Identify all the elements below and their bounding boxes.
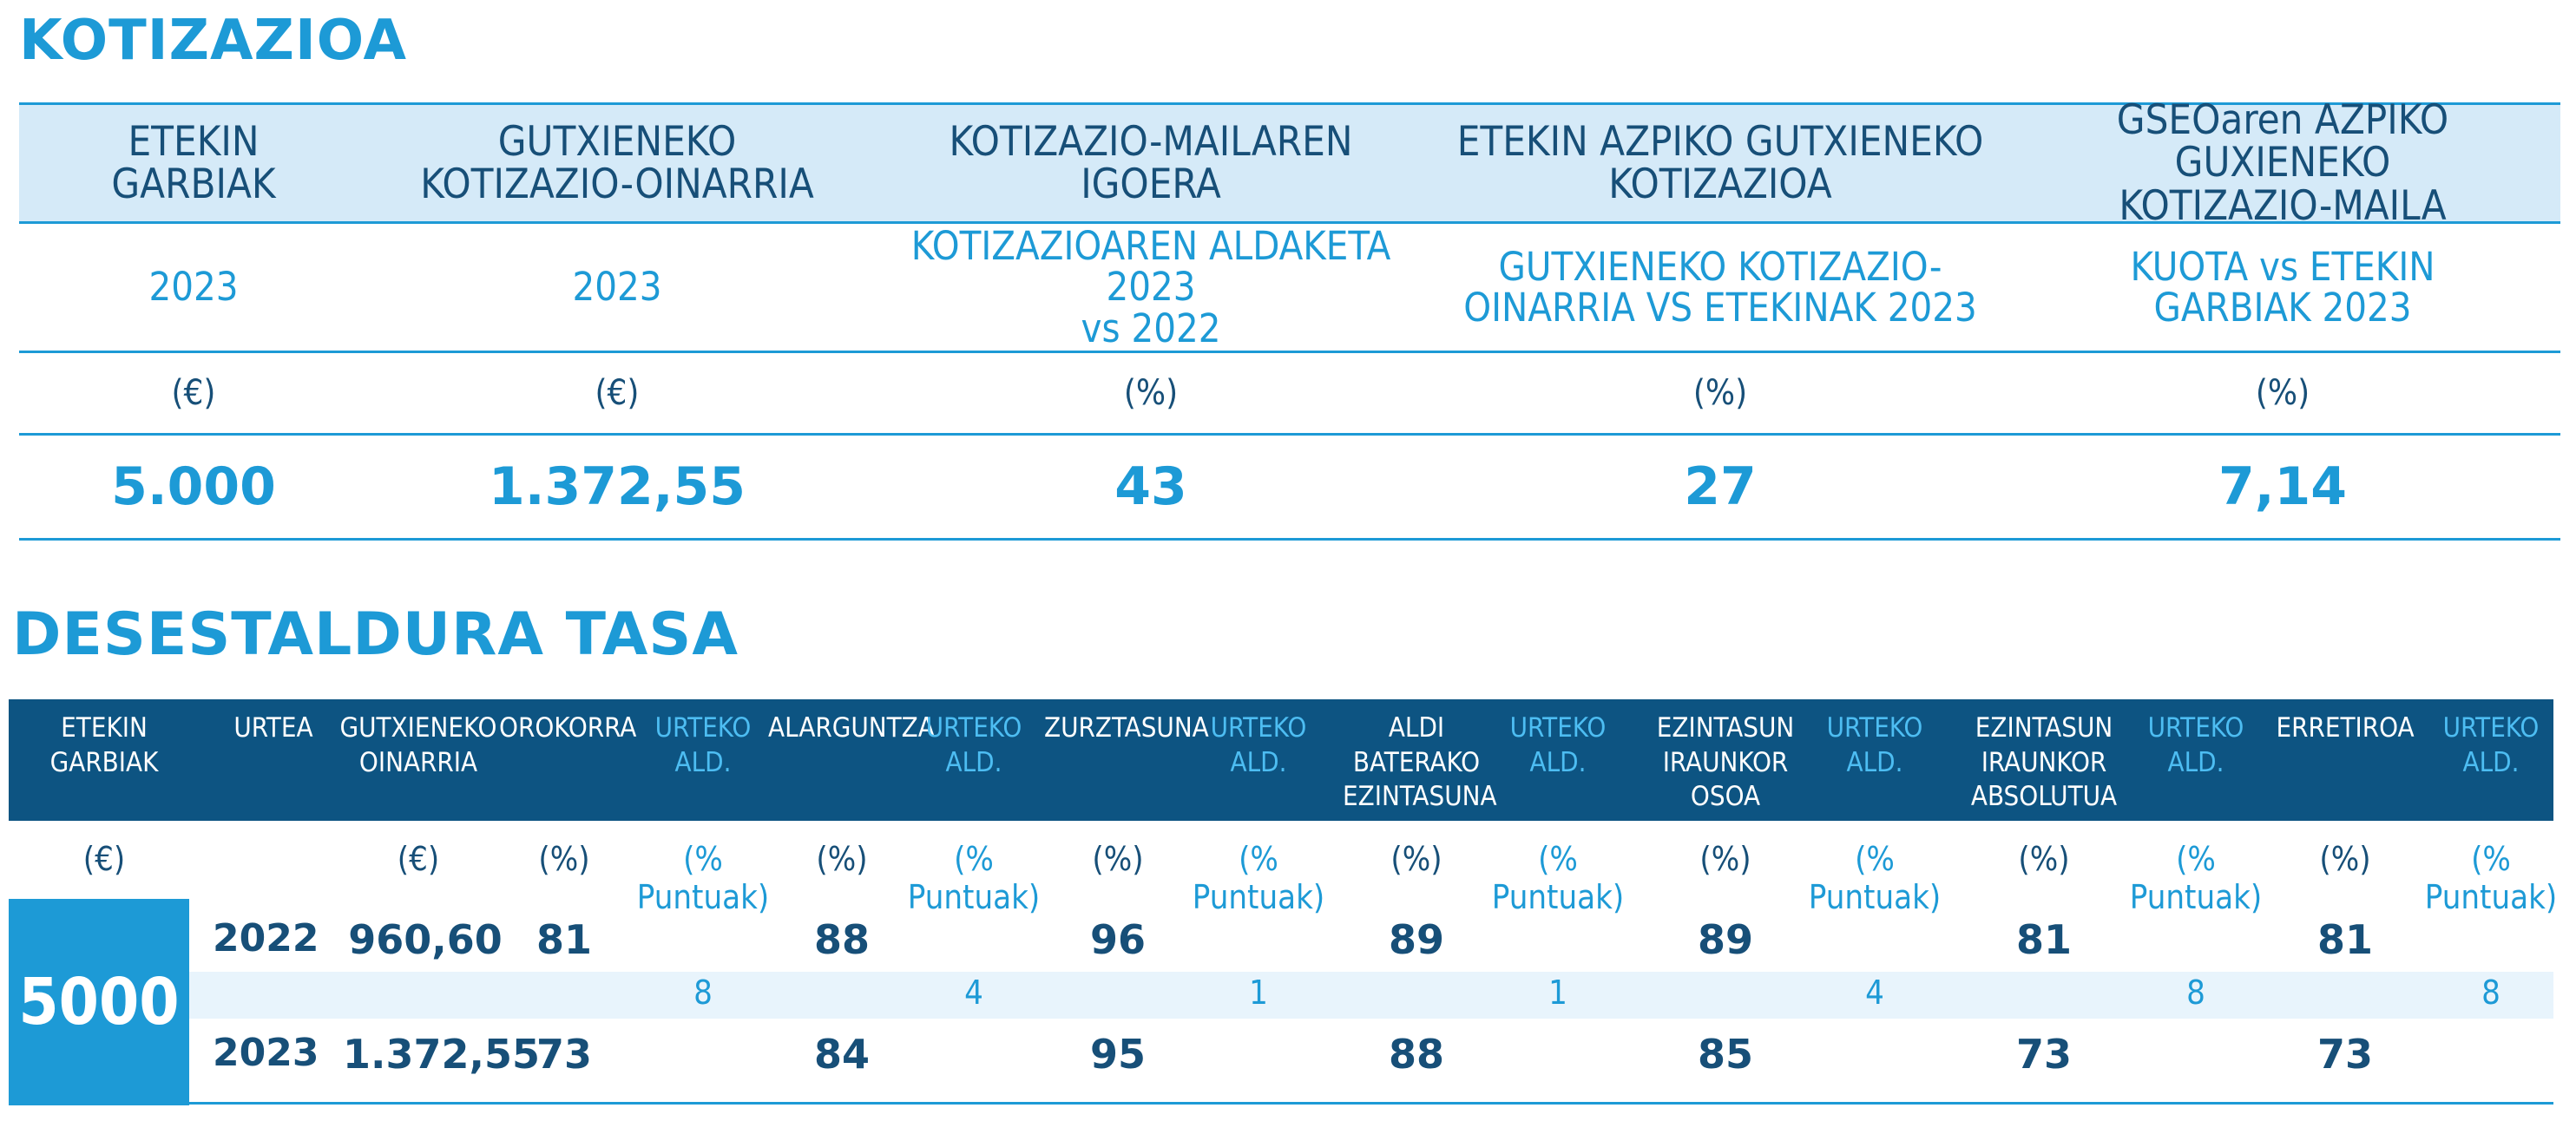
table-row-annual-change: 8 4 1 1 4 8 8 (9, 970, 2553, 1017)
kotizazioa-header-row: ETEKIN GARBIAK GUTXIENEKO KOTIZAZIO-OINARR… (19, 95, 2560, 230)
base-cell: 960,60 (348, 916, 503, 963)
kotizazioa-table: ETEKIN GARBIAK GUTXIENEKO KOTIZAZIO-OINARR… (19, 95, 2560, 541)
des-header-cell: ZURZTASUNA (1044, 712, 1209, 744)
coverage-value: 88 (1388, 1031, 1444, 1078)
des-header-cell: URTEKO ALD. (1826, 712, 1923, 778)
coverage-value: 81 (2015, 916, 2072, 963)
year-cell: 2023 (213, 1031, 319, 1075)
kot-value-etekin: 5.000 (111, 456, 276, 517)
kot-value-oinarria: 1.372,55 (488, 456, 746, 517)
desestaldura-header-row: ETEKIN GARBIAK URTEA GUTXIENEKO OINARRIA OROK… (9, 699, 2553, 821)
annual-change-value: 8 (2186, 974, 2205, 1012)
kotizazioa-value-row: 5.000 1.372,55 43 27 7,14 (19, 436, 2560, 541)
annual-change-value: 1 (1249, 974, 1268, 1012)
coverage-value: 81 (2316, 916, 2373, 963)
annual-change-value: 4 (964, 974, 983, 1012)
kot-unit-1: (€) (171, 373, 216, 413)
des-unit-cell: (%) (1699, 840, 1751, 878)
coverage-value: 73 (2015, 1031, 2072, 1078)
coverage-value: 89 (1697, 916, 1753, 963)
annual-change-value: 8 (2481, 974, 2500, 1012)
kotizazioa-subheader-row: 2023 2023 KOTIZAZIOAREN ALDAKETA 2023 vs … (19, 224, 2560, 353)
des-unit-cell: (%) (2018, 840, 2070, 878)
coverage-value: 73 (536, 1031, 592, 1078)
des-header-cell: GUTXIENEKO OINARRIA (339, 712, 497, 778)
desestaldura-unit-row: (€) (€) (%) (% Puntuak) (%) (% Puntuak) (%) (% … (9, 821, 2557, 916)
des-header-cell: ALDI BATERAKO EZINTASUNA (1343, 712, 1497, 813)
des-unit-cell: (€) (82, 840, 126, 878)
des-header-cell: URTEKO ALD. (1509, 712, 1607, 778)
kot-header-igoera: KOTIZAZIO-MAILAREN IGOERA (949, 117, 1353, 208)
coverage-value: 85 (1697, 1031, 1753, 1078)
kot-header-azpiko: ETEKIN AZPIKO GUTXIENEKO KOTIZAZIOA (1456, 117, 1984, 208)
des-unit-cell: (% Puntuak) (2129, 840, 2263, 916)
coverage-value: 84 (813, 1031, 870, 1078)
kot-sub-3: KOTIZAZIOAREN ALDAKETA 2023 vs 2022 (910, 223, 1391, 351)
des-header-cell: URTEA (233, 712, 313, 744)
kot-header-oinarria: GUTXIENEKO KOTIZAZIO-OINARRIA (420, 117, 814, 208)
annual-change-band (189, 972, 2553, 1019)
des-header-cell: ERRETIROA (2276, 712, 2415, 744)
des-header-cell: EZINTASUN IRAUNKOR ABSOLUTUA (1970, 712, 2118, 813)
annual-change-value: 4 (1865, 974, 1884, 1012)
kotizazioa-unit-row: (€) (€) (%) (%) (%) (19, 353, 2560, 436)
des-unit-cell: (% Puntuak) (1808, 840, 1942, 916)
des-header-cell: EZINTASUN IRAUNKOR OSOA (1656, 712, 1795, 813)
des-header-cell: ETEKIN GARBIAK (49, 712, 159, 778)
des-header-cell: URTEKO ALD. (1210, 712, 1307, 778)
kot-unit-3: (%) (1123, 373, 1179, 413)
coverage-value: 89 (1388, 916, 1444, 963)
kot-sub-4: GUTXIENEKO KOTIZAZIO- OINARRIA VS ETEKINA… (1463, 243, 1977, 331)
coverage-value: 73 (2316, 1031, 2373, 1078)
des-unit-cell: (% Puntuak) (1491, 840, 1625, 916)
des-unit-cell: (% Puntuak) (907, 840, 1041, 916)
kot-value-gseo: 7,14 (2218, 456, 2348, 517)
coverage-value: 96 (1089, 916, 1146, 963)
coverage-value: 88 (813, 916, 870, 963)
des-header-cell: URTEKO ALD. (925, 712, 1022, 778)
des-unit-cell: (% Puntuak) (2424, 840, 2558, 916)
coverage-value: 81 (536, 916, 592, 963)
kot-sub-1: 2023 (148, 264, 239, 311)
net-income-cell: 5000 (9, 899, 189, 1105)
des-header-cell: URTEKO ALD. (2442, 712, 2540, 778)
kot-header-gseo: GSEOaren AZPIKO GUXIENEKO KOTIZAZIO-MAILA (2116, 95, 2449, 230)
kot-sub-2: 2023 (572, 264, 662, 311)
kot-value-azpiko: 27 (1684, 456, 1757, 517)
kotizazioa-title: KOTIZAZIOA (19, 9, 407, 73)
des-unit-cell: (%) (1390, 840, 1442, 878)
des-unit-cell: (%) (816, 840, 868, 878)
des-unit-cell: (%) (1092, 840, 1144, 878)
year-cell: 2022 (213, 916, 319, 960)
des-unit-cell: (% Puntuak) (1192, 840, 1325, 916)
kot-header-etekin: ETEKIN GARBIAK (111, 117, 276, 208)
annual-change-value: 1 (1548, 974, 1567, 1012)
base-cell: 1.372,55 (343, 1031, 540, 1078)
des-header-cell: OROKORRA (499, 712, 637, 744)
table-row-2022: 2022 960,60 81 88 96 89 89 81 81 (9, 916, 2553, 974)
des-header-cell: URTEKO ALD. (2147, 712, 2244, 778)
kot-sub-5: KUOTA vs ETEKIN GARBIAK 2023 (2130, 243, 2435, 331)
kot-unit-5: (%) (2255, 373, 2310, 413)
annual-change-value: 8 (693, 974, 713, 1012)
des-unit-cell: (%) (2319, 840, 2371, 878)
des-header-cell: URTEKO ALD. (654, 712, 752, 778)
desestaldura-title: DESESTALDURA TASA (12, 600, 739, 669)
des-unit-cell: (% Puntuak) (636, 840, 770, 916)
table-row-2023: 2023 1.372,55 73 84 95 88 85 73 73 (9, 1031, 2553, 1088)
des-unit-cell: (€) (397, 840, 440, 878)
coverage-value: 95 (1089, 1031, 1146, 1078)
kot-unit-4: (%) (1692, 373, 1748, 413)
table-bottom-rule (189, 1102, 2553, 1105)
des-header-cell: ALARGUNTZA (768, 712, 935, 744)
des-unit-cell: (%) (538, 840, 590, 878)
kot-value-igoera: 43 (1114, 456, 1187, 517)
kot-unit-2: (€) (595, 373, 640, 413)
